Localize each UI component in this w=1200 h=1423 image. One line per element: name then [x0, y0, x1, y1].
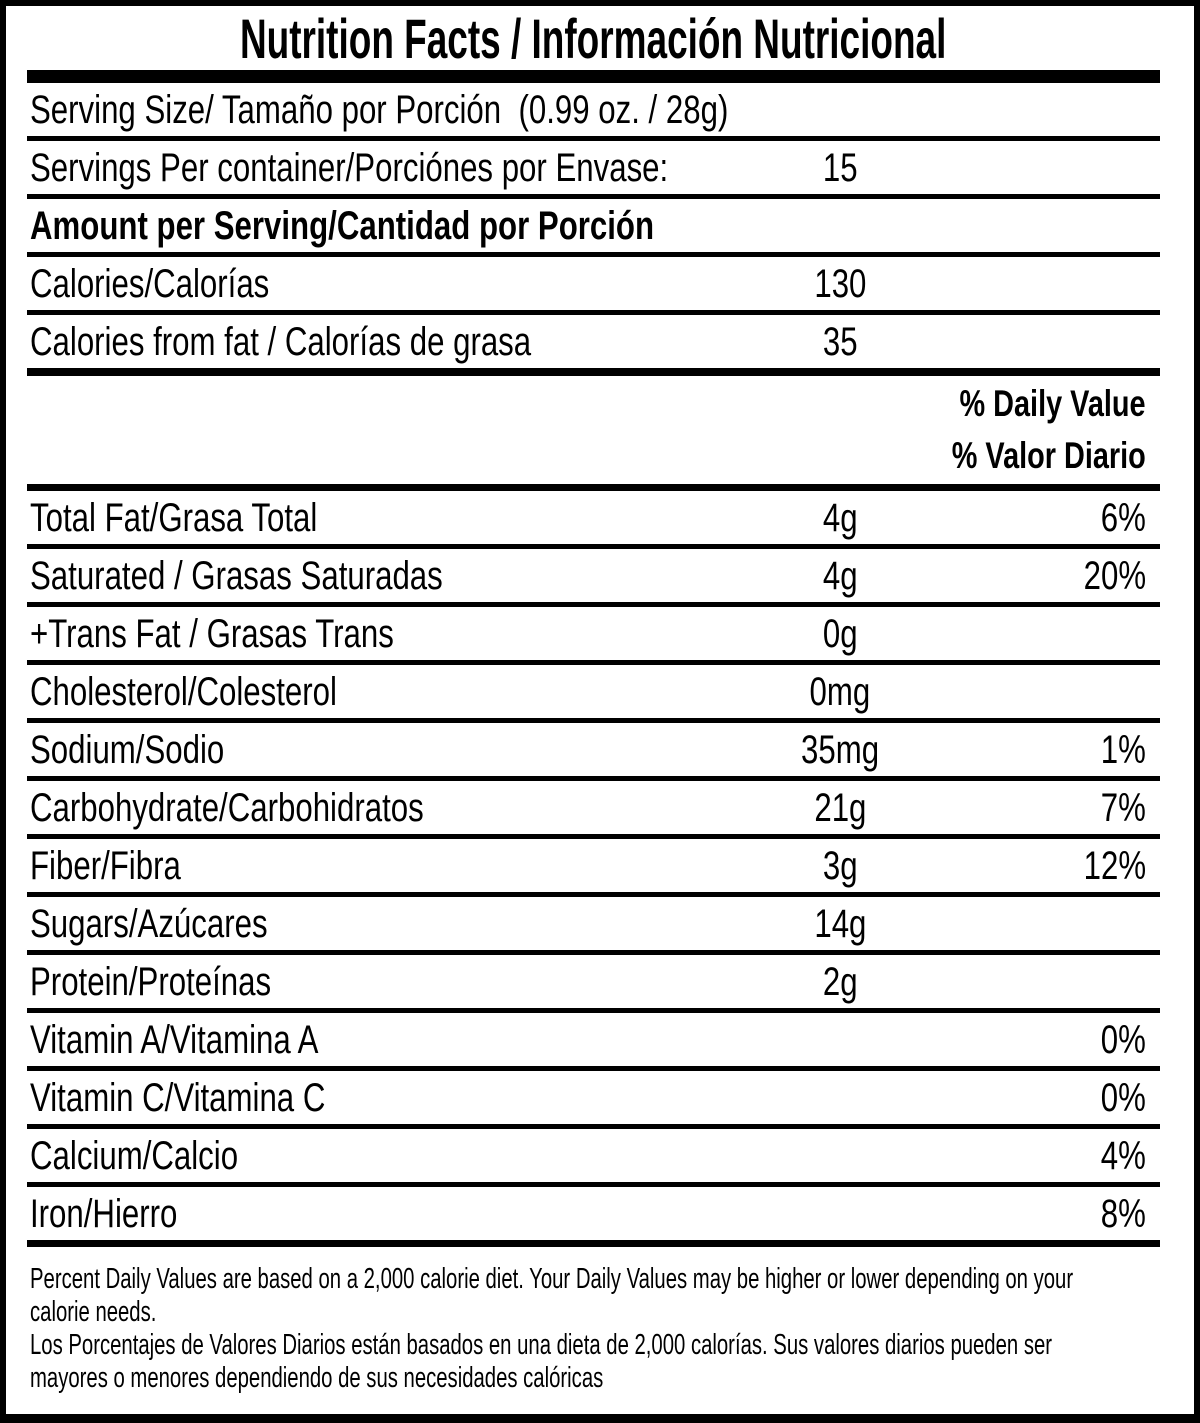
nutrient-dv: 0%	[1100, 1075, 1146, 1120]
nutrient-amount: 3g	[822, 843, 858, 888]
row-trans-fat: +Trans Fat / Grasas Trans 0g	[27, 607, 1160, 665]
row-total-fat: Total Fat/Grasa Total 4g 6%	[27, 491, 1160, 549]
nutrient-label: Calcium/Calcio	[30, 1133, 239, 1178]
daily-value-header: % Daily Value % Valor Diario	[27, 376, 1160, 491]
row-cholesterol: Cholesterol/Colesterol 0mg	[27, 665, 1160, 723]
row-protein: Protein/Proteínas 2g	[27, 955, 1160, 1013]
nutrient-label: Vitamin A/Vitamina A	[30, 1017, 319, 1062]
nutrient-amount: 35mg	[800, 727, 880, 772]
nutrient-dv: 8%	[1100, 1191, 1146, 1236]
row-sodium: Sodium/Sodio 35mg 1%	[27, 723, 1160, 781]
calories-label: Calories/Calorías	[30, 261, 270, 306]
nutrient-amount: 21g	[813, 785, 867, 830]
row-sugars: Sugars/Azúcares 14g	[27, 897, 1160, 955]
row-vitamin-a: Vitamin A/Vitamina A 0%	[27, 1013, 1160, 1071]
nutrient-label: Sugars/Azúcares	[30, 901, 268, 946]
row-calories: Calories/Calorías 130	[27, 257, 1160, 315]
serving-size-text: Serving Size/ Tamaño por Porción (0.99 o…	[30, 87, 729, 132]
servings-per-container-value: 15	[822, 145, 858, 190]
nutrient-amount: 4g	[822, 553, 858, 598]
servings-per-container-label: Servings Per container/Porciónes por Env…	[30, 145, 669, 190]
nutrient-dv: 0%	[1100, 1017, 1146, 1062]
row-fiber: Fiber/Fibra 3g 12%	[27, 839, 1160, 897]
row-carbohydrate: Carbohydrate/Carbohidratos 21g 7%	[27, 781, 1160, 839]
nutrient-amount: 0g	[822, 611, 858, 656]
nutrient-dv: 7%	[1100, 785, 1146, 830]
nutrient-label: Cholesterol/Colesterol	[30, 669, 337, 714]
nutrient-label: Protein/Proteínas	[30, 959, 272, 1004]
label-content: Nutrition Facts / Información Nutriciona…	[27, 6, 1160, 1414]
nutrient-label: Total Fat/Grasa Total	[30, 495, 318, 540]
nutrient-dv: 20%	[1083, 553, 1146, 598]
row-saturated-fat: Saturated / Grasas Saturadas 4g 20%	[27, 549, 1160, 607]
calories-from-fat-value: 35	[822, 319, 858, 364]
row-vitamin-c: Vitamin C/Vitamina C 0%	[27, 1071, 1160, 1129]
nutrient-label: Sodium/Sodio	[30, 727, 225, 772]
row-amount-per-serving: Amount per Serving/Cantidad por Porción	[27, 199, 1160, 257]
nutrient-label: Saturated / Grasas Saturadas	[30, 553, 443, 598]
label-title-bar: Nutrition Facts / Información Nutriciona…	[27, 6, 1160, 83]
footnote-line-1: Percent Daily Values are based on a 2,00…	[30, 1263, 1074, 1295]
nutrient-label: Iron/Hierro	[30, 1191, 178, 1236]
nutrient-amount: 4g	[822, 495, 858, 540]
nutrient-label: Carbohydrate/Carbohidratos	[30, 785, 424, 830]
nutrient-label: Vitamin C/Vitamina C	[30, 1075, 326, 1120]
nutrient-dv: 4%	[1100, 1133, 1146, 1178]
footnote-line-3: Los Porcentajes de Valores Diarios están…	[30, 1329, 1053, 1361]
nutrient-amount: 14g	[813, 901, 867, 946]
nutrient-amount: 0mg	[809, 669, 871, 714]
row-calcium: Calcium/Calcio 4%	[27, 1129, 1160, 1187]
row-servings-per-container: Servings Per container/Porciónes por Env…	[27, 141, 1160, 199]
page-title: Nutrition Facts / Información Nutriciona…	[240, 6, 947, 70]
calories-from-fat-label: Calories from fat / Calorías de grasa	[30, 319, 532, 364]
nutrient-dv: 1%	[1100, 727, 1146, 772]
footnote-line-4: mayores o menores dependiendo de sus nec…	[30, 1362, 604, 1394]
row-iron: Iron/Hierro 8%	[27, 1187, 1160, 1247]
footnote: Percent Daily Values are based on a 2,00…	[27, 1247, 1160, 1414]
footnote-line-2: calorie needs.	[30, 1296, 157, 1328]
row-calories-from-fat: Calories from fat / Calorías de grasa 35	[27, 315, 1160, 376]
daily-value-line-en: % Daily Value	[959, 383, 1146, 424]
nutrient-dv: 12%	[1083, 843, 1146, 888]
nutrient-amount: 2g	[822, 959, 858, 1004]
calories-value: 130	[813, 261, 867, 306]
daily-value-line-es: % Valor Diario	[951, 435, 1146, 476]
nutrient-label: +Trans Fat / Grasas Trans	[30, 611, 394, 656]
amount-per-serving-heading: Amount per Serving/Cantidad por Porción	[30, 203, 655, 248]
nutrient-label: Fiber/Fibra	[30, 843, 181, 888]
nutrient-dv: 6%	[1100, 495, 1146, 540]
row-serving-size: Serving Size/ Tamaño por Porción (0.99 o…	[27, 83, 1160, 141]
